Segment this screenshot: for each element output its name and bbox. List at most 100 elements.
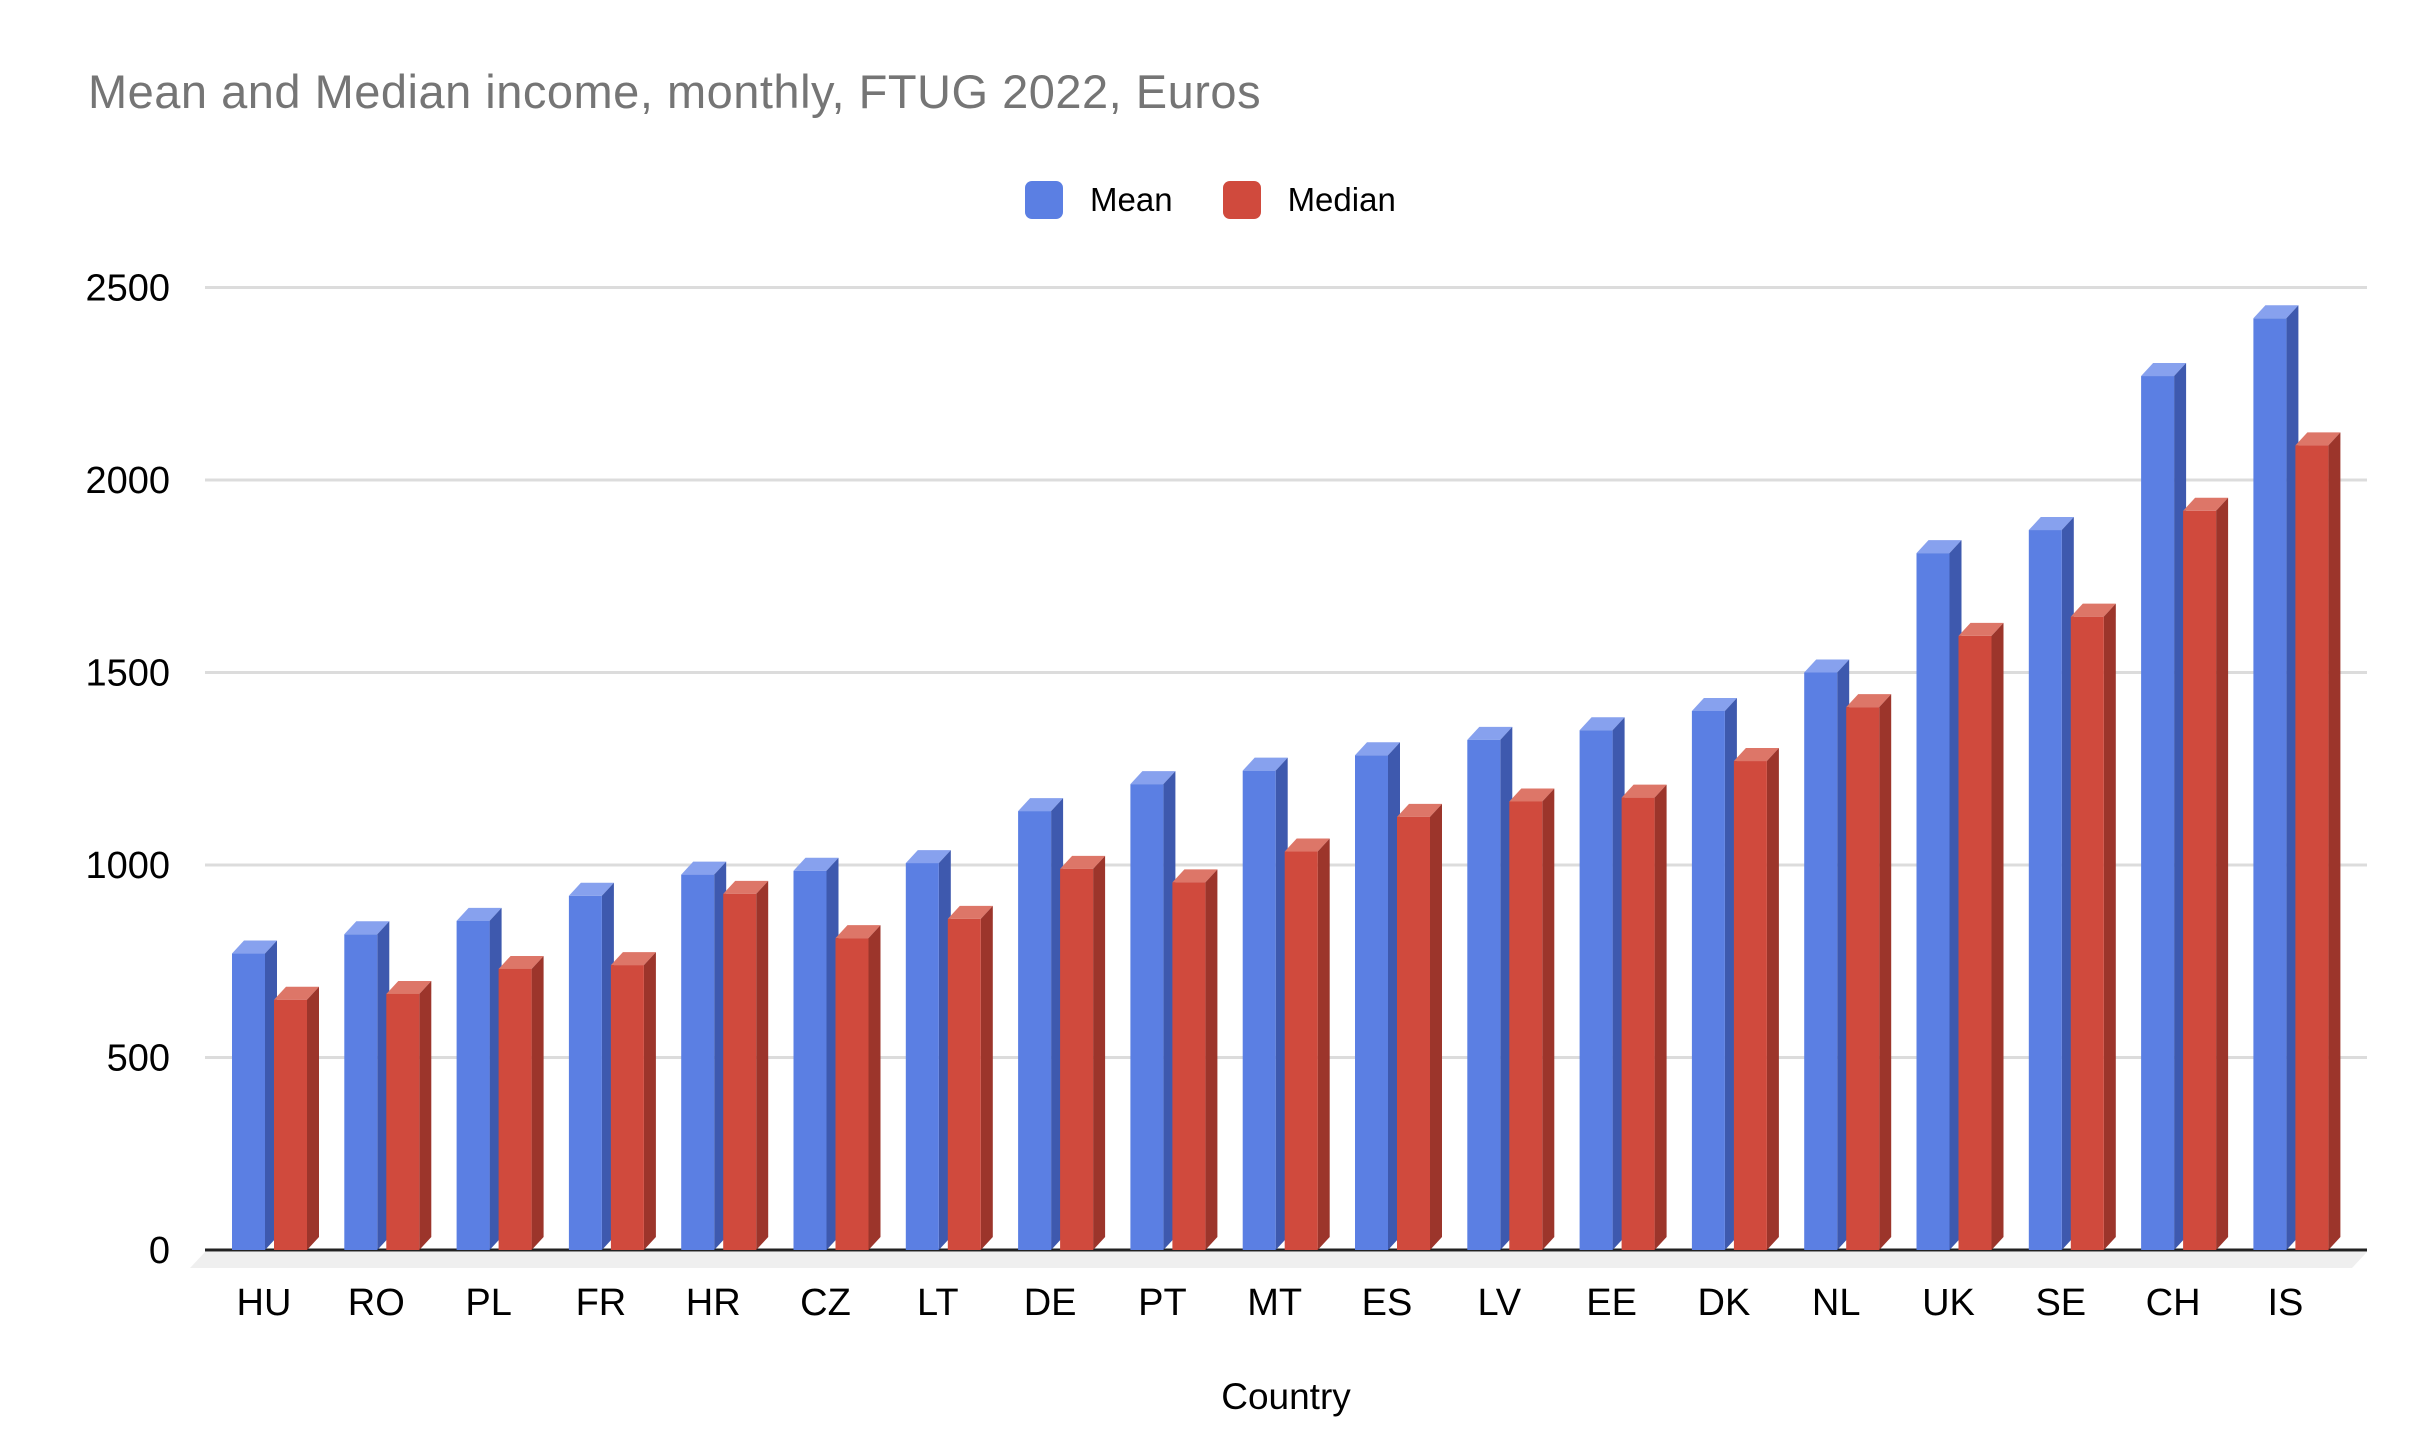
bar-front-face (1579, 730, 1613, 1250)
bar-side-face (2216, 497, 2229, 1250)
bar-front-face (1018, 811, 1052, 1250)
bar-mean-EE[interactable] (1579, 717, 1625, 1250)
x-tick-label-LV: LV (1477, 1282, 1521, 1324)
bar-median-HU[interactable] (274, 986, 319, 1250)
bar-median-ES[interactable] (1397, 803, 1442, 1250)
bar-front-face (681, 874, 715, 1250)
bar-mean-IS[interactable] (2253, 305, 2299, 1250)
x-tick-label-ES: ES (1362, 1282, 1413, 1324)
bar-mean-PL[interactable] (456, 907, 502, 1250)
bar-top-face (1804, 659, 1850, 673)
median-swatch-icon (1222, 181, 1261, 219)
bar-mean-CH[interactable] (2141, 363, 2187, 1250)
bar-mean-FR[interactable] (568, 882, 614, 1250)
bar-side-face (1093, 855, 1106, 1250)
bar-top-face (905, 850, 951, 864)
bar-front-face (2070, 616, 2104, 1250)
bar-top-face (1397, 803, 1442, 817)
bar-side-face (1766, 748, 1779, 1250)
bar-front-face (1467, 739, 1501, 1250)
bar-top-face (610, 952, 656, 966)
bar-median-NL[interactable] (1846, 694, 1892, 1250)
bar-median-CZ[interactable] (835, 925, 881, 1250)
bar-top-face (344, 921, 390, 935)
y-tick-label-1500: 1500 (85, 653, 170, 695)
bar-mean-DE[interactable] (1018, 798, 1064, 1250)
bar-front-face (723, 893, 757, 1250)
bar-mean-CZ[interactable] (793, 857, 839, 1250)
legend-item-mean[interactable]: Mean (1025, 181, 1173, 219)
bar-mean-HU[interactable] (232, 940, 277, 1250)
legend-item-median[interactable]: Median (1222, 181, 1396, 219)
bar-front-face (2028, 530, 2062, 1250)
bar-top-face (1060, 855, 1106, 869)
bar-median-RO[interactable] (386, 980, 432, 1250)
bar-median-EE[interactable] (1621, 784, 1667, 1250)
bar-median-LT[interactable] (947, 905, 993, 1250)
bar-side-face (868, 925, 881, 1250)
bar-mean-SE[interactable] (2028, 517, 2074, 1250)
bar-top-face (1958, 622, 2004, 636)
bar-median-PT[interactable] (1172, 869, 1218, 1250)
bar-top-face (1509, 788, 1555, 802)
bar-median-CH[interactable] (2183, 497, 2229, 1250)
bar-front-face (2141, 376, 2175, 1250)
bar-front-face (1509, 801, 1543, 1250)
bar-median-UK[interactable] (1958, 622, 2004, 1250)
bar-front-face (1130, 784, 1164, 1250)
bar-top-face (1172, 869, 1218, 883)
x-tick-label-IS: IS (2267, 1282, 2303, 1324)
y-tick-label-500: 500 (107, 1038, 170, 1080)
x-tick-label-PL: PL (465, 1282, 511, 1324)
bar-median-SE[interactable] (2070, 603, 2116, 1250)
chart-floor (190, 1252, 2367, 1268)
bar-side-face (1654, 784, 1667, 1250)
bar-mean-LT[interactable] (905, 850, 951, 1250)
bar-mean-PT[interactable] (1130, 771, 1176, 1250)
bar-median-LV[interactable] (1509, 788, 1555, 1250)
bar-side-face (1542, 788, 1555, 1250)
bar-front-face (905, 863, 939, 1250)
bar-front-face (1284, 851, 1318, 1250)
bar-top-face (1018, 798, 1064, 812)
bar-front-face (2295, 445, 2329, 1251)
x-tick-label-FR: FR (576, 1282, 627, 1324)
bar-mean-MT[interactable] (1242, 757, 1288, 1250)
bar-front-face (456, 920, 490, 1250)
bar-mean-NL[interactable] (1804, 659, 1850, 1251)
bar-mean-UK[interactable] (1916, 540, 1962, 1250)
x-tick-label-HU: HU (237, 1282, 292, 1324)
bar-median-FR[interactable] (610, 952, 656, 1250)
bar-median-IS[interactable] (2295, 432, 2341, 1251)
bar-side-face (980, 905, 993, 1250)
bar-top-face (947, 905, 993, 919)
bar-mean-HR[interactable] (681, 861, 727, 1250)
bar-mean-LV[interactable] (1467, 726, 1513, 1250)
bar-front-face (232, 953, 265, 1250)
bar-side-face (2328, 432, 2341, 1251)
bar-mean-DK[interactable] (1691, 698, 1737, 1250)
bar-front-face (1733, 761, 1767, 1250)
bar-front-face (1060, 868, 1094, 1250)
bar-top-face (1467, 726, 1513, 740)
chart-title: Mean and Median income, monthly, FTUG 20… (88, 65, 1262, 118)
bar-front-face (1355, 755, 1388, 1250)
bar-front-face (2183, 510, 2217, 1250)
bar-top-face (1733, 748, 1779, 762)
bar-median-PL[interactable] (498, 955, 544, 1250)
bar-median-MT[interactable] (1284, 838, 1330, 1250)
bar-mean-ES[interactable] (1355, 742, 1400, 1250)
bar-front-face (1691, 711, 1725, 1250)
bar-median-DE[interactable] (1060, 855, 1106, 1250)
bar-median-DK[interactable] (1733, 748, 1779, 1250)
bar-median-HR[interactable] (723, 880, 769, 1250)
y-tick-label-2000: 2000 (85, 460, 170, 502)
bar-front-face (568, 895, 602, 1250)
x-tick-label-MT: MT (1247, 1282, 1302, 1324)
bar-top-face (793, 857, 839, 871)
bar-top-face (2183, 497, 2229, 511)
x-tick-label-PT: PT (1138, 1282, 1187, 1324)
bar-mean-RO[interactable] (344, 921, 390, 1250)
bar-front-face (1916, 553, 1950, 1250)
